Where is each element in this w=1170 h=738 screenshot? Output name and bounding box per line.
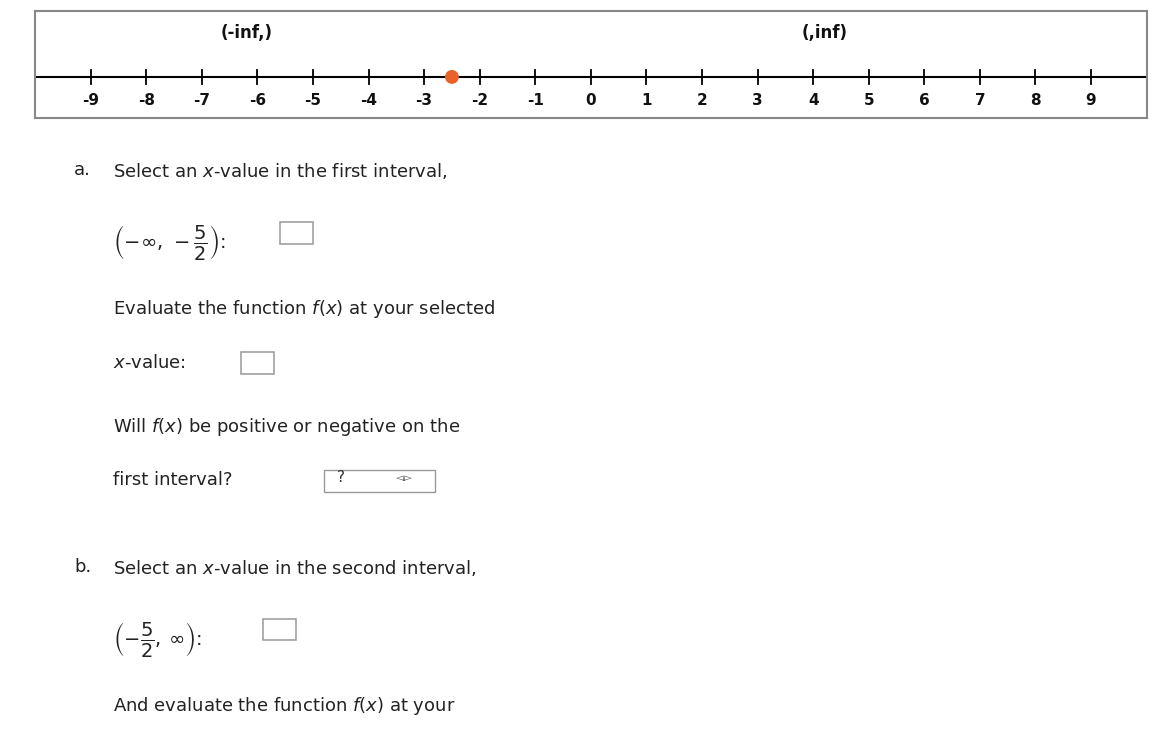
Text: 5: 5 bbox=[863, 92, 874, 108]
Text: 2: 2 bbox=[696, 92, 708, 108]
Text: And evaluate the function $f(x)$ at your: And evaluate the function $f(x)$ at your bbox=[112, 694, 455, 717]
FancyBboxPatch shape bbox=[241, 352, 274, 374]
FancyBboxPatch shape bbox=[324, 470, 435, 492]
Text: 1: 1 bbox=[641, 92, 652, 108]
Text: -3: -3 bbox=[415, 92, 433, 108]
Text: Select an $x$-value in the first interval,: Select an $x$-value in the first interva… bbox=[112, 162, 447, 182]
Text: Will $f(x)$ be positive or negative on the: Will $f(x)$ be positive or negative on t… bbox=[112, 415, 460, 438]
Text: 4: 4 bbox=[807, 92, 819, 108]
Text: 7: 7 bbox=[975, 92, 985, 108]
Text: -6: -6 bbox=[249, 92, 266, 108]
Text: 6: 6 bbox=[918, 92, 930, 108]
Text: ?: ? bbox=[337, 470, 345, 485]
Text: (,inf): (,inf) bbox=[801, 24, 847, 42]
Text: $\left(-\dfrac{5}{2},\,\infty\right)$:: $\left(-\dfrac{5}{2},\,\infty\right)$: bbox=[112, 620, 201, 659]
Text: first interval?: first interval? bbox=[112, 472, 233, 489]
Text: $\left(-\infty,\,-\dfrac{5}{2}\right)$:: $\left(-\infty,\,-\dfrac{5}{2}\right)$: bbox=[112, 224, 226, 263]
FancyBboxPatch shape bbox=[280, 222, 314, 244]
Text: 9: 9 bbox=[1086, 92, 1096, 108]
Text: -1: -1 bbox=[526, 92, 544, 108]
Text: -2: -2 bbox=[472, 92, 488, 108]
Text: -5: -5 bbox=[304, 92, 322, 108]
Text: -9: -9 bbox=[82, 92, 99, 108]
Point bbox=[442, 71, 461, 83]
Text: (-inf,): (-inf,) bbox=[220, 24, 273, 42]
Text: 0: 0 bbox=[585, 92, 597, 108]
Text: Evaluate the function $f(x)$ at your selected: Evaluate the function $f(x)$ at your sel… bbox=[112, 298, 495, 320]
Text: 8: 8 bbox=[1030, 92, 1041, 108]
Text: -4: -4 bbox=[360, 92, 377, 108]
Text: Select an $x$-value in the second interval,: Select an $x$-value in the second interv… bbox=[112, 558, 476, 579]
Text: $x$-value:: $x$-value: bbox=[112, 354, 186, 372]
Text: a.: a. bbox=[74, 162, 91, 179]
Text: -8: -8 bbox=[138, 92, 154, 108]
Text: ◅▻: ◅▻ bbox=[397, 472, 413, 483]
Text: -7: -7 bbox=[193, 92, 211, 108]
Text: 3: 3 bbox=[752, 92, 763, 108]
Text: b.: b. bbox=[74, 558, 91, 576]
FancyBboxPatch shape bbox=[263, 618, 296, 641]
